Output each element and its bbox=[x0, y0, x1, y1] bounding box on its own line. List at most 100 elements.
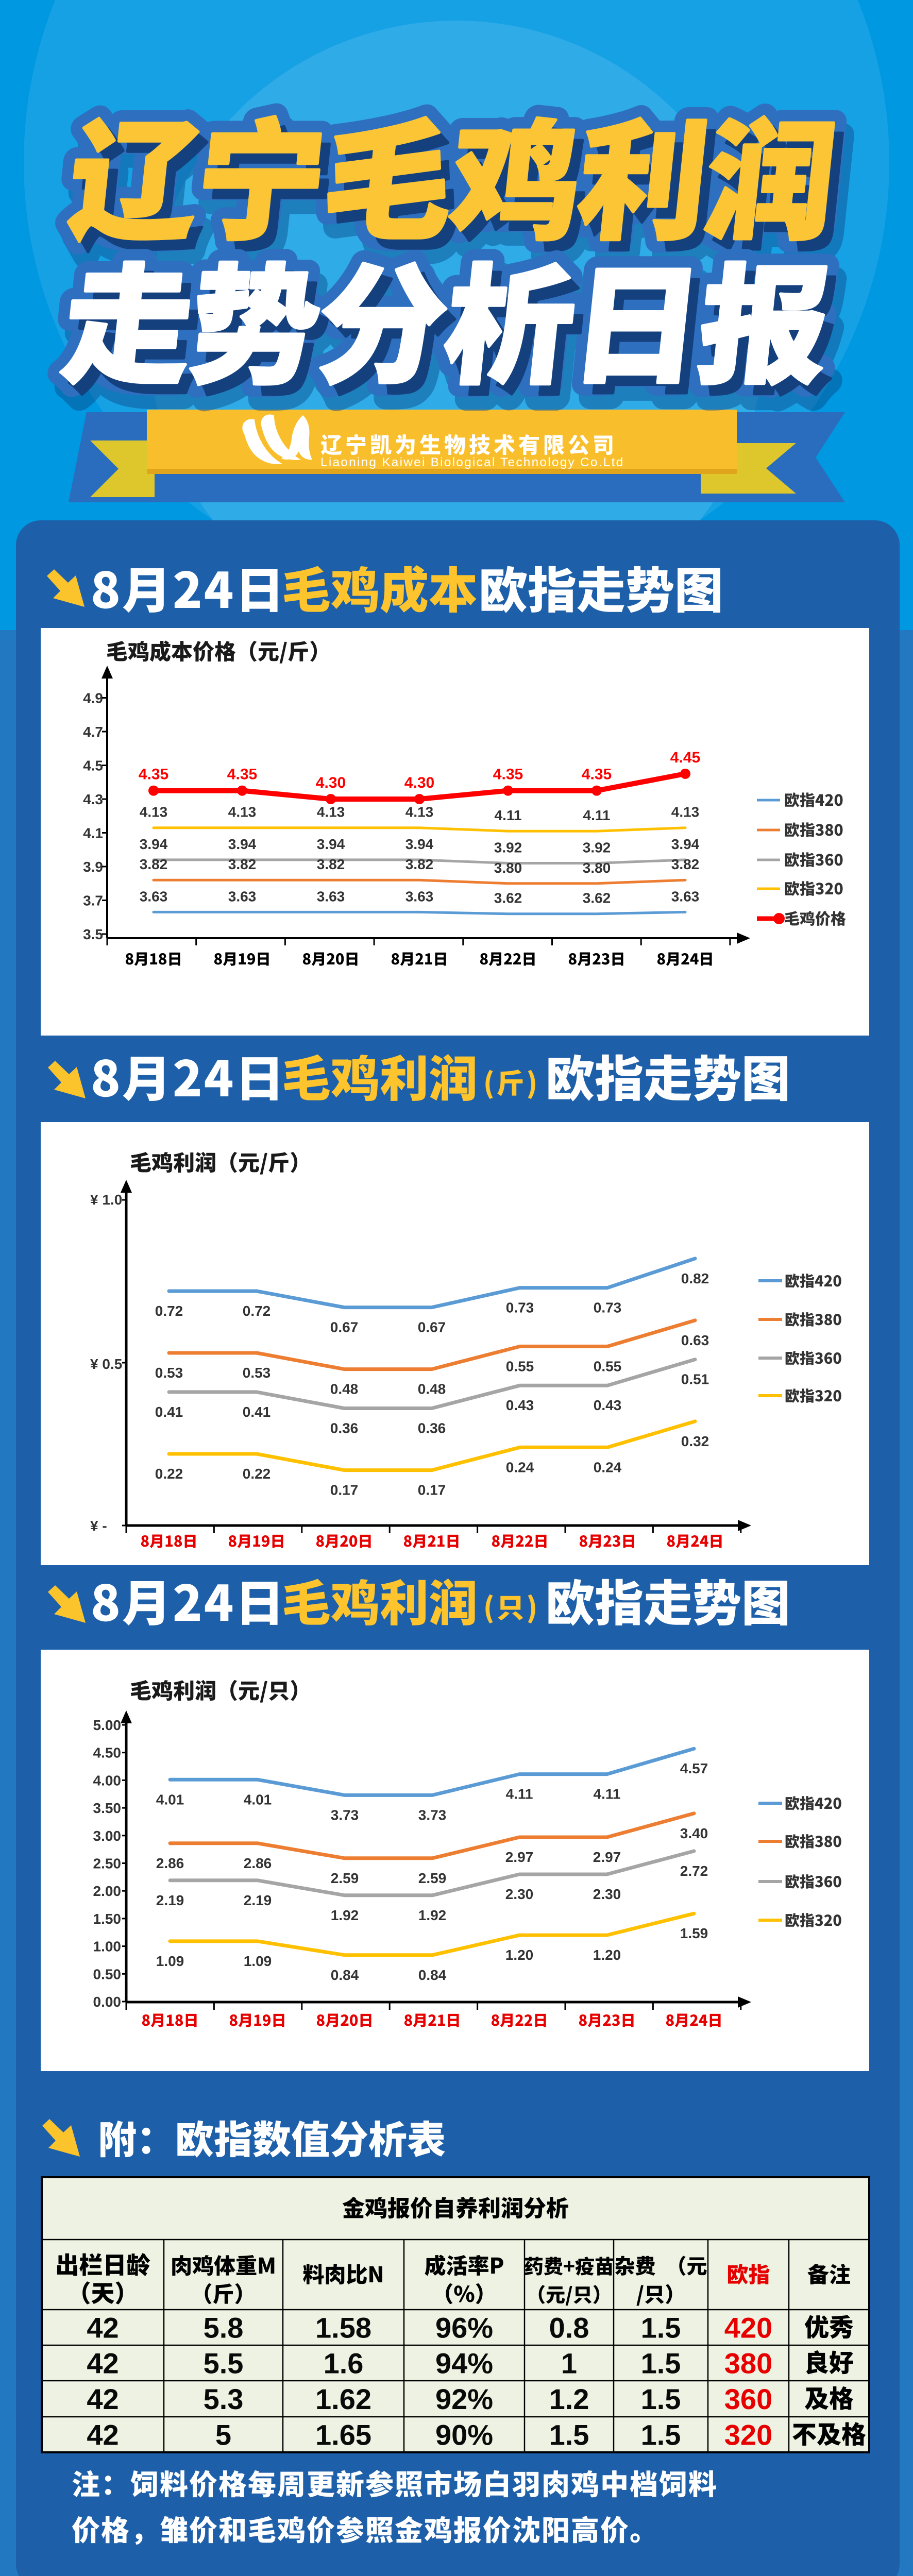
svg-text:0.73: 0.73 bbox=[594, 1300, 622, 1316]
svg-text:3.7: 3.7 bbox=[83, 893, 103, 909]
svg-text:3.94: 3.94 bbox=[317, 836, 345, 852]
svg-text:0.82: 0.82 bbox=[681, 1270, 709, 1286]
svg-text:1.50: 1.50 bbox=[93, 1911, 122, 1927]
svg-text:1.5: 1.5 bbox=[641, 2312, 681, 2344]
svg-text:5.5: 5.5 bbox=[204, 2347, 244, 2380]
svg-text:0.41: 0.41 bbox=[155, 1404, 183, 1420]
svg-text:0.36: 0.36 bbox=[330, 1420, 359, 1436]
svg-text:4.5: 4.5 bbox=[83, 758, 103, 774]
svg-text:3.82: 3.82 bbox=[671, 856, 700, 872]
svg-text:0.67: 0.67 bbox=[330, 1319, 359, 1335]
svg-text:3.00: 3.00 bbox=[93, 1828, 122, 1844]
svg-text:4.35: 4.35 bbox=[582, 766, 612, 783]
svg-text:4.11: 4.11 bbox=[594, 1786, 621, 1802]
svg-text:¥ 1.0: ¥ 1.0 bbox=[90, 1192, 122, 1208]
svg-text:1.09: 1.09 bbox=[156, 1953, 184, 1969]
svg-text:0.24: 0.24 bbox=[594, 1459, 622, 1475]
svg-text:5.00: 5.00 bbox=[93, 1717, 122, 1733]
svg-text:1.5: 1.5 bbox=[641, 2347, 681, 2380]
svg-text:1: 1 bbox=[561, 2347, 577, 2380]
svg-text:3.62: 3.62 bbox=[494, 890, 522, 906]
svg-text:42: 42 bbox=[87, 2347, 119, 2380]
svg-text:Liaoning Kaiwei Biological Tec: Liaoning Kaiwei Biological Technology Co… bbox=[320, 455, 624, 469]
svg-text:1.20: 1.20 bbox=[593, 1947, 621, 1963]
svg-text:2.86: 2.86 bbox=[156, 1855, 184, 1871]
svg-text:1.6: 1.6 bbox=[324, 2347, 364, 2380]
svg-text:3.5: 3.5 bbox=[83, 926, 103, 942]
svg-text:4.00: 4.00 bbox=[93, 1772, 122, 1788]
svg-text:3.92: 3.92 bbox=[494, 840, 522, 856]
svg-text:4.11: 4.11 bbox=[506, 1786, 533, 1802]
svg-text:3.94: 3.94 bbox=[140, 836, 168, 852]
svg-text:3.40: 3.40 bbox=[680, 1825, 708, 1841]
svg-text:1.09: 1.09 bbox=[244, 1953, 272, 1969]
svg-text:3.82: 3.82 bbox=[228, 856, 257, 872]
svg-text:42: 42 bbox=[87, 2419, 119, 2451]
svg-text:0.32: 0.32 bbox=[681, 1433, 709, 1449]
svg-text:3.82: 3.82 bbox=[140, 856, 168, 872]
svg-text:0.55: 0.55 bbox=[506, 1358, 534, 1374]
svg-text:4.13: 4.13 bbox=[228, 804, 257, 820]
svg-text:1.62: 1.62 bbox=[315, 2383, 371, 2415]
svg-text:4.35: 4.35 bbox=[493, 766, 523, 783]
svg-text:0.72: 0.72 bbox=[243, 1303, 271, 1319]
svg-text:0.41: 0.41 bbox=[243, 1404, 271, 1420]
svg-text:4.13: 4.13 bbox=[671, 804, 700, 820]
svg-text:42: 42 bbox=[87, 2312, 119, 2344]
svg-text:4.3: 4.3 bbox=[83, 791, 103, 807]
svg-text:5: 5 bbox=[215, 2419, 231, 2451]
svg-text:2.30: 2.30 bbox=[505, 1886, 534, 1902]
svg-text:0.53: 0.53 bbox=[155, 1365, 183, 1381]
svg-text:2.19: 2.19 bbox=[244, 1892, 272, 1908]
svg-text:2.97: 2.97 bbox=[505, 1849, 534, 1865]
svg-text:5.8: 5.8 bbox=[204, 2312, 244, 2344]
svg-text:4.57: 4.57 bbox=[680, 1760, 708, 1776]
svg-text:4.01: 4.01 bbox=[156, 1791, 184, 1807]
svg-text:1.65: 1.65 bbox=[315, 2419, 371, 2451]
svg-text:0.51: 0.51 bbox=[681, 1371, 709, 1387]
svg-text:1.5: 1.5 bbox=[641, 2383, 681, 2415]
svg-text:3.82: 3.82 bbox=[405, 856, 434, 872]
svg-text:1.20: 1.20 bbox=[505, 1947, 534, 1963]
svg-text:5.3: 5.3 bbox=[204, 2383, 244, 2415]
svg-text:0.17: 0.17 bbox=[418, 1482, 446, 1498]
svg-text:3.63: 3.63 bbox=[671, 888, 700, 904]
svg-text:4.30: 4.30 bbox=[316, 774, 346, 791]
svg-text:0.43: 0.43 bbox=[506, 1397, 534, 1413]
svg-text:4.9: 4.9 bbox=[83, 690, 103, 706]
svg-text:¥ 0.5: ¥ 0.5 bbox=[90, 1356, 122, 1372]
svg-text:4.11: 4.11 bbox=[495, 807, 522, 823]
svg-text:92%: 92% bbox=[435, 2383, 493, 2415]
svg-text:1.5: 1.5 bbox=[549, 2419, 589, 2451]
svg-text:3.94: 3.94 bbox=[405, 836, 434, 852]
svg-text:1.00: 1.00 bbox=[93, 1939, 122, 1955]
svg-text:4.1: 4.1 bbox=[83, 825, 103, 841]
svg-text:3.94: 3.94 bbox=[228, 836, 257, 852]
svg-text:4.13: 4.13 bbox=[317, 804, 345, 820]
svg-text:3.92: 3.92 bbox=[583, 840, 611, 856]
svg-text:0.22: 0.22 bbox=[155, 1466, 183, 1482]
svg-text:1.2: 1.2 bbox=[549, 2383, 589, 2415]
svg-text:0.84: 0.84 bbox=[331, 1967, 359, 1983]
svg-text:0.50: 0.50 bbox=[93, 1966, 122, 1982]
svg-text:1.59: 1.59 bbox=[680, 1925, 708, 1941]
svg-text:4.13: 4.13 bbox=[405, 804, 434, 820]
svg-text:0.43: 0.43 bbox=[594, 1397, 622, 1413]
svg-text:90%: 90% bbox=[435, 2419, 493, 2451]
svg-text:4.35: 4.35 bbox=[227, 766, 257, 783]
svg-text:0.84: 0.84 bbox=[418, 1967, 447, 1983]
svg-text:2.50: 2.50 bbox=[93, 1856, 122, 1872]
svg-text:3.94: 3.94 bbox=[671, 836, 700, 852]
svg-text:0.72: 0.72 bbox=[155, 1303, 183, 1319]
svg-text:4.11: 4.11 bbox=[583, 807, 611, 823]
svg-text:0.8: 0.8 bbox=[549, 2312, 589, 2344]
svg-text:0.48: 0.48 bbox=[418, 1381, 446, 1397]
svg-text:4.45: 4.45 bbox=[670, 749, 700, 766]
svg-text:3.9: 3.9 bbox=[83, 859, 103, 875]
svg-text:420: 420 bbox=[724, 2312, 772, 2344]
svg-text:2.72: 2.72 bbox=[680, 1863, 708, 1879]
svg-text:320: 320 bbox=[724, 2419, 772, 2451]
svg-text:0.55: 0.55 bbox=[594, 1358, 622, 1374]
svg-text:3.73: 3.73 bbox=[331, 1807, 359, 1823]
svg-text:4.7: 4.7 bbox=[83, 724, 103, 740]
